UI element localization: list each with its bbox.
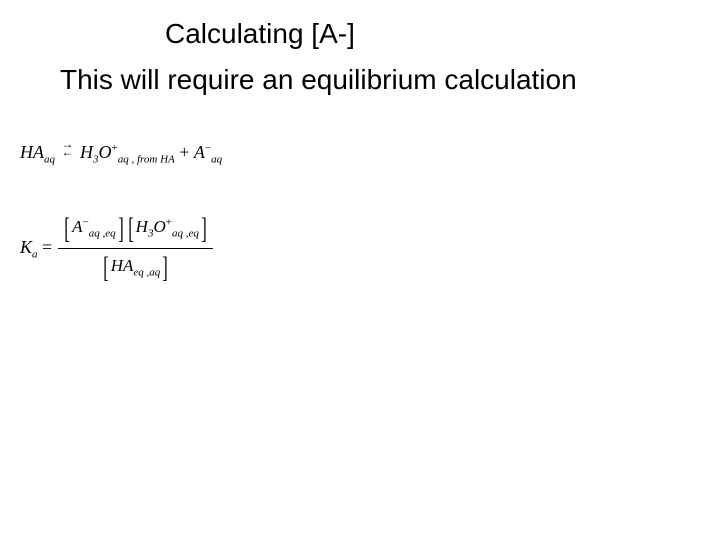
ka-denominator: [HAeq ,aq] <box>97 249 175 287</box>
equilibrium-arrows-icon: → ← <box>62 140 74 156</box>
num2-h: H <box>136 217 148 236</box>
product1-o: O <box>99 142 112 162</box>
den-bracket: [HAeq ,aq] <box>101 255 171 275</box>
slide-title: Calculating [A-] <box>165 18 355 50</box>
num1-species: A <box>72 217 82 236</box>
num-bracket-2: [H3O+aq ,eq] <box>126 216 209 236</box>
arrow-reverse: ← <box>62 148 74 156</box>
product2-charge: − <box>205 142 211 154</box>
slide-subtitle: This will require an equilibrium calcula… <box>60 64 577 96</box>
reaction-equation: HAaq → ← H3O+aq , from HA + A−aq <box>20 140 222 166</box>
den-species: HA <box>111 256 134 275</box>
ka-lhs: Ka = <box>20 237 52 261</box>
product1-charge: + <box>112 142 118 154</box>
product2-a: A <box>194 142 205 162</box>
product1-h: H <box>80 142 93 162</box>
plus-sign: + <box>179 142 194 162</box>
ka-numerator: [A−aq ,eq][H3O+aq ,eq] <box>58 210 213 248</box>
num2-o: O <box>153 217 165 236</box>
num2-phase: aq ,eq <box>172 227 199 239</box>
reactant-species: HA <box>20 142 44 162</box>
reactant-phase: aq <box>44 154 55 166</box>
den-phase: eq ,aq <box>133 266 160 278</box>
num-bracket-1: [A−aq ,eq] <box>62 216 126 236</box>
ka-fraction: [A−aq ,eq][H3O+aq ,eq] [HAeq ,aq] <box>58 210 213 287</box>
num1-phase: aq ,eq <box>89 227 116 239</box>
product1-phase: aq , from HA <box>118 154 175 166</box>
equals-sign: = <box>38 237 53 257</box>
ka-expression: Ka = [A−aq ,eq][H3O+aq ,eq] [HAeq ,aq] <box>20 210 213 287</box>
ka-k: K <box>20 237 32 257</box>
product2-phase: aq <box>211 154 222 166</box>
